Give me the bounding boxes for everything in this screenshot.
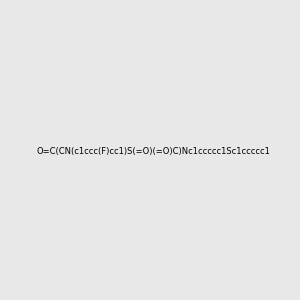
Text: O=C(CN(c1ccc(F)cc1)S(=O)(=O)C)Nc1ccccc1Sc1ccccc1: O=C(CN(c1ccc(F)cc1)S(=O)(=O)C)Nc1ccccc1S… — [37, 147, 271, 156]
